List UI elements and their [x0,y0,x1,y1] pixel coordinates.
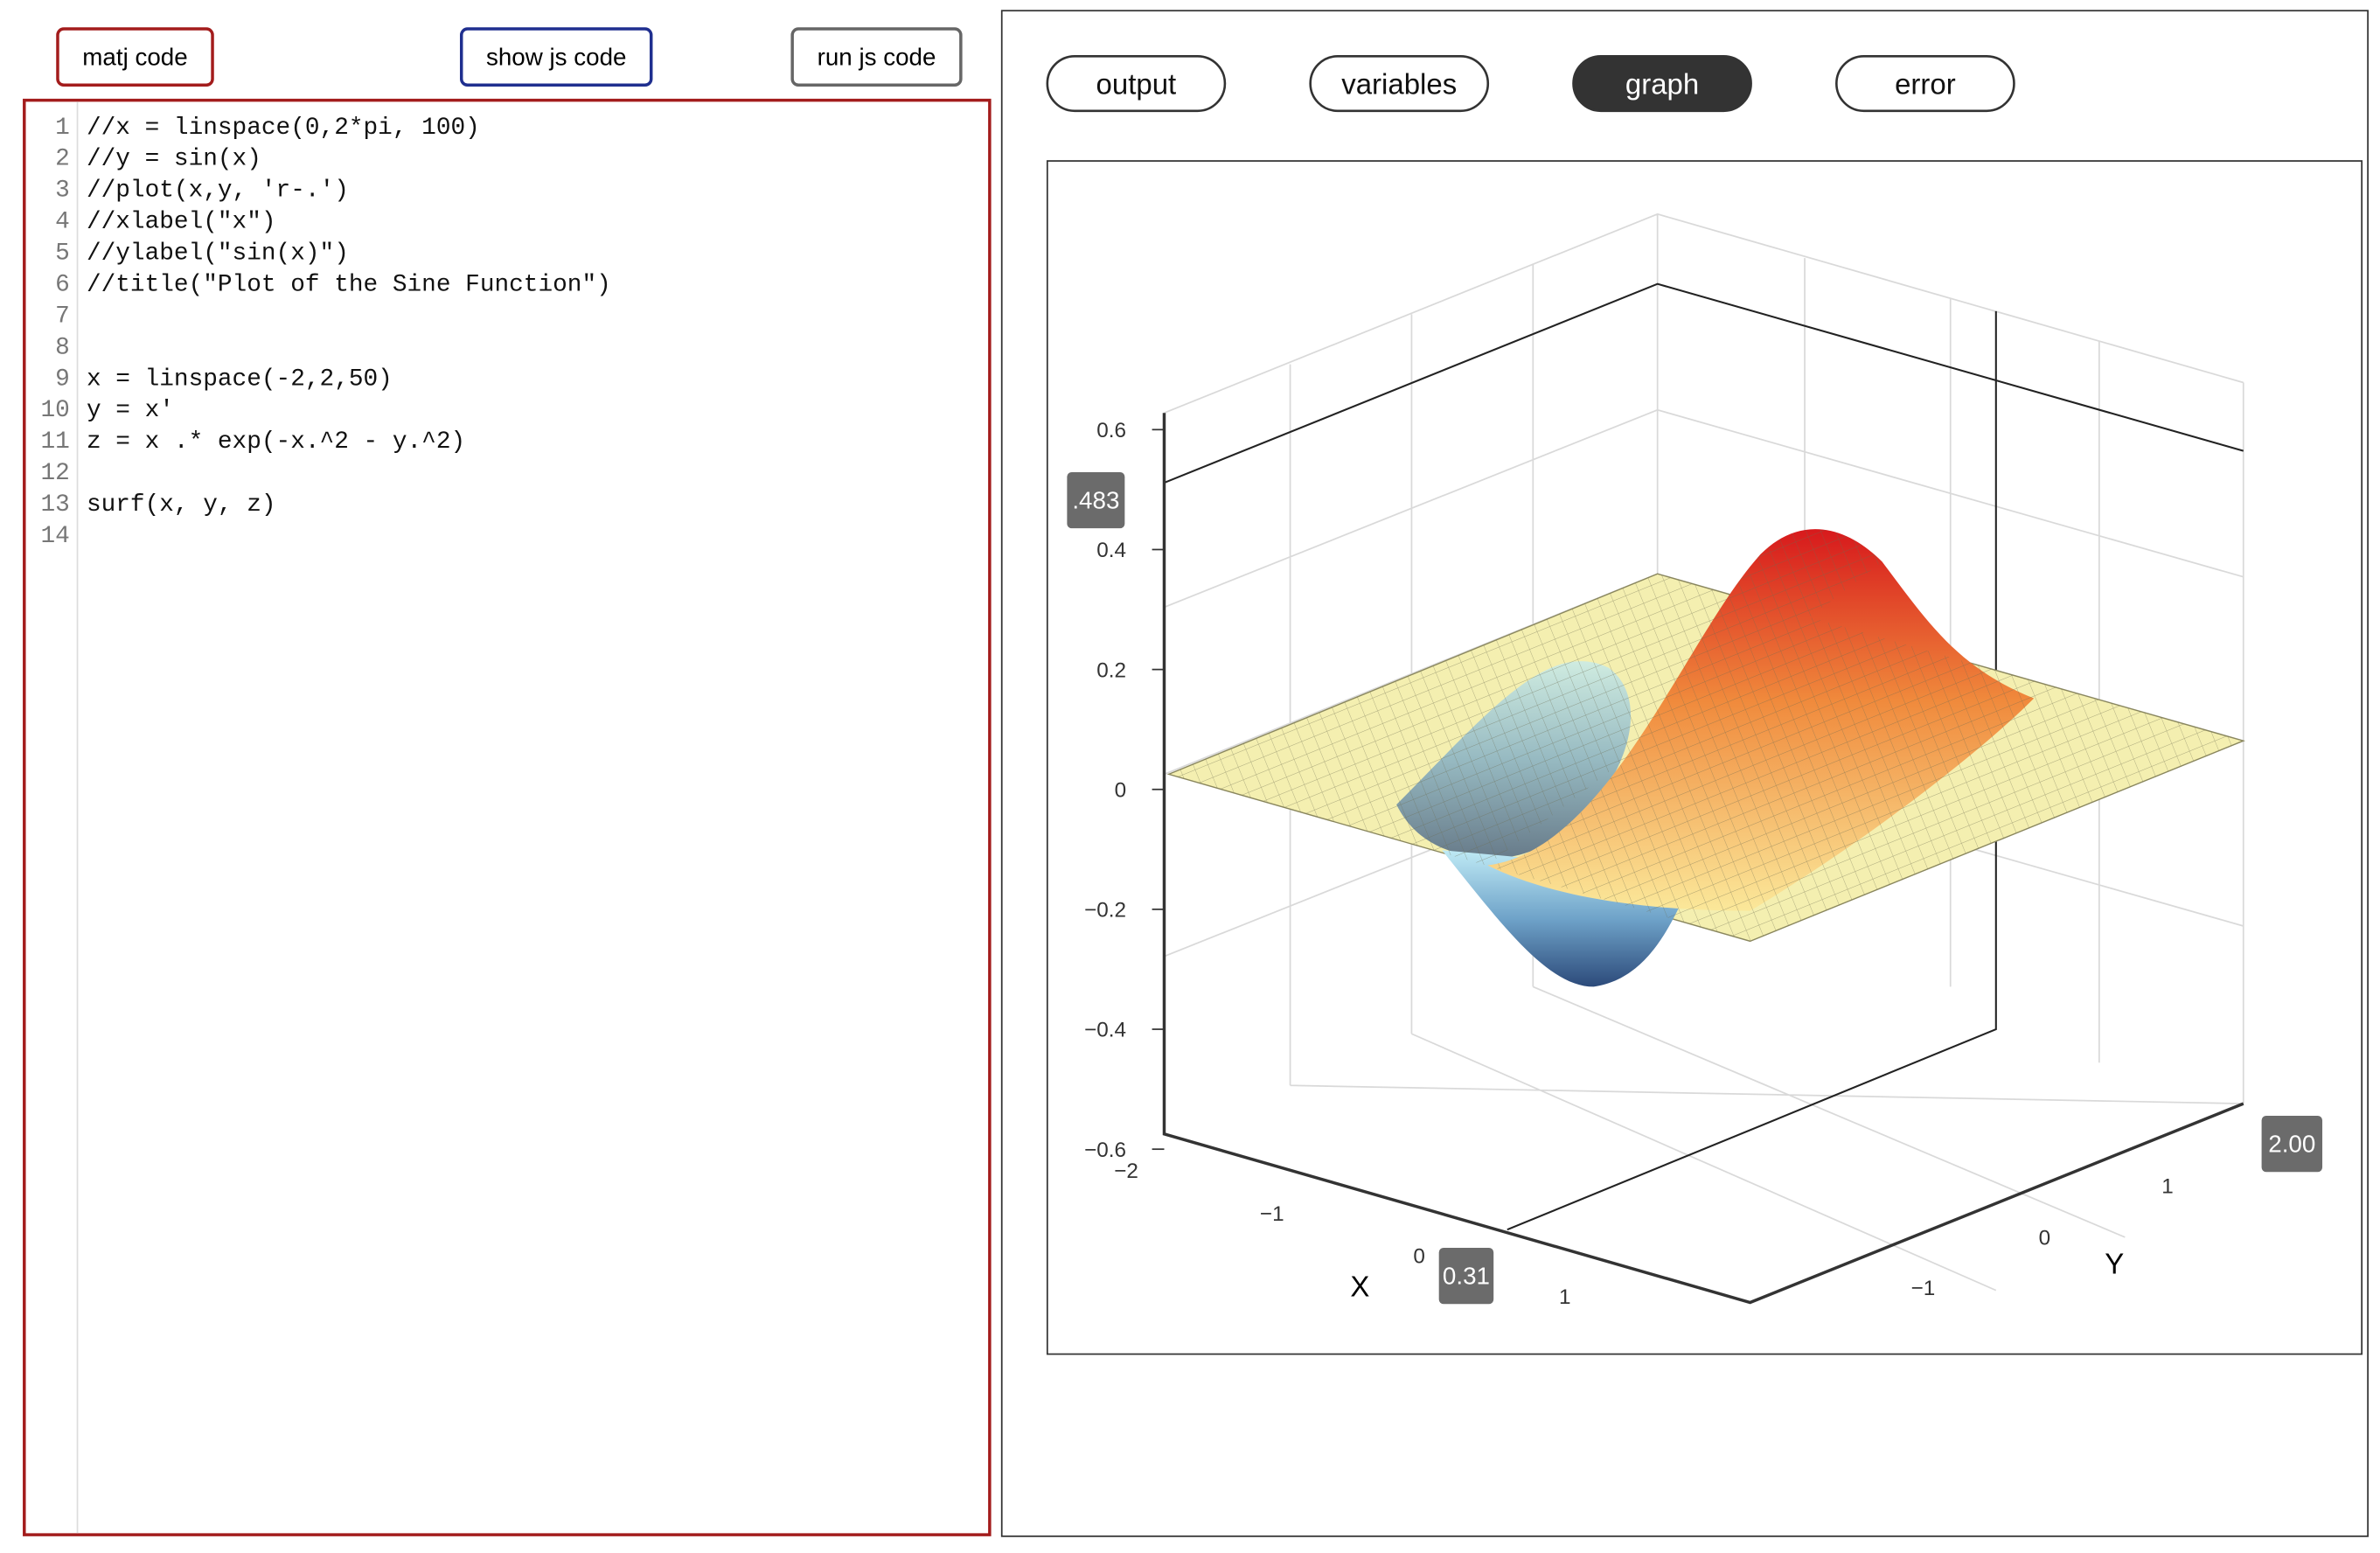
line-number: 13 [41,491,70,519]
z-tick-label: −0.2 [1084,899,1126,923]
line-number: 6 [55,271,70,298]
button-label: show js code [486,44,627,71]
z-tick-label: −0.6 [1084,1139,1126,1162]
line-number: 5 [55,240,70,268]
line-number: 4 [55,209,70,236]
button[interactable]: run js code [790,27,963,87]
box-edges [1164,282,2244,1231]
tooltip-text: 0.31 [1443,1263,1490,1290]
tab[interactable]: output [1046,54,1227,113]
button-label: run js code [818,44,936,71]
line-number: 3 [55,178,70,205]
tab-label: error [1895,68,1956,101]
tooltip-box [1438,1248,1494,1305]
editor[interactable] [23,98,992,1536]
tab[interactable]: graph [1572,54,1752,113]
line-number: 8 [55,334,70,361]
z-tick-label: 0.6 [1096,419,1126,442]
line-number: 2 [55,146,70,173]
button[interactable]: show js code [459,27,653,87]
tab-frame [1046,54,1227,113]
x-tick-label: 1 [1559,1285,1571,1309]
button[interactable]: matj code [56,27,214,87]
x-tick-label: −2 [1114,1160,1138,1183]
tab[interactable]: error [1835,54,2015,113]
y-tick-label: −1 [1911,1277,1936,1300]
code-line: x = linspace(-2,2,50) [87,366,393,393]
tab-frame [1572,54,1752,113]
x-axis-label: X [1350,1271,1369,1303]
z-tick-label: 0 [1115,778,1127,802]
line-number: 11 [41,428,70,456]
tooltip: 2.00 [2261,1115,2323,1173]
code-line: y = x' [87,397,174,424]
tab-label: variables [1341,68,1457,101]
y-tick-label: 1 [2161,1175,2174,1199]
surface [1166,529,2245,987]
z-tick-label: −0.4 [1084,1019,1126,1042]
tooltip-box [1067,471,1125,529]
x-tick-label: 0 [1413,1244,1425,1268]
code-line: //title("Plot of the Sine Function") [87,271,611,298]
line-number: 1 [55,115,70,142]
tab[interactable]: variables [1309,54,1490,113]
button-label: matj code [82,44,187,71]
tooltip-text: .483 [1072,487,1119,514]
line-number: 9 [55,366,70,393]
y-axis-label: Y [2105,1248,2124,1280]
y-tick-label: 0 [2039,1227,2051,1250]
code-line: surf(x, y, z) [87,491,276,519]
tooltip-text: 2.00 [2268,1131,2315,1158]
z-tick-label: 0.2 [1096,658,1126,682]
tab-frame [1309,54,1490,113]
line-number: 14 [41,523,70,550]
code-line: //x = linspace(0,2*pi, 100) [87,115,480,142]
code-line: //ylabel("sin(x)") [87,240,349,268]
tooltip: 0.31 [1438,1248,1494,1305]
tooltip: .483 [1067,471,1125,529]
button-frame [790,27,963,87]
code-line: z = x .* exp(-x.^2 - y.^2) [87,428,465,456]
x-tick-label: −1 [1260,1202,1284,1226]
button-frame [459,27,653,87]
code-line: //y = sin(x) [87,146,261,173]
line-number: 7 [55,303,70,330]
z-tick-label: 0.4 [1096,539,1126,562]
button-frame [56,27,214,87]
code-line: //xlabel("x") [87,209,276,236]
axis-lines [1162,413,2244,1305]
tab-label: graph [1625,68,1699,101]
code-line: //plot(x,y, 'r-.') [87,178,349,205]
tab-frame [1835,54,2015,113]
tooltip-box [2261,1115,2323,1173]
tab-label: output [1096,68,1177,101]
line-number: 10 [41,397,70,424]
line-number: 12 [41,460,70,487]
